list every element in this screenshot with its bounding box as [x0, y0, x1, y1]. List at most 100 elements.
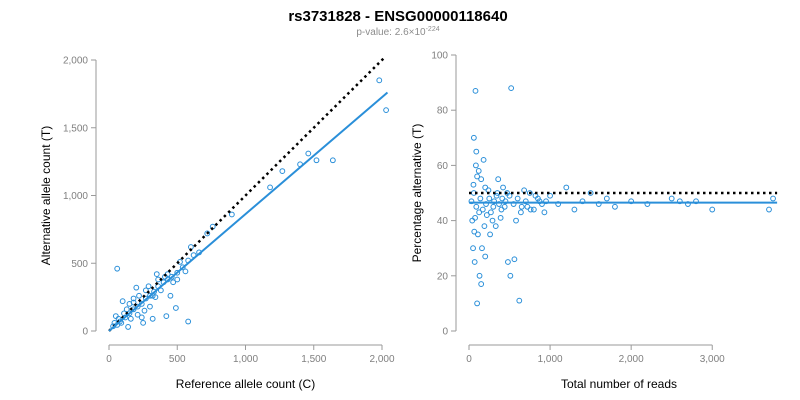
data-point: [153, 271, 160, 277]
data-point: [511, 256, 518, 263]
pvalue-exponent: -224: [426, 26, 440, 33]
data-point: [536, 198, 543, 205]
data-point: [185, 318, 192, 325]
data-point: [676, 198, 683, 205]
data-point: [476, 209, 483, 216]
data-point: [496, 201, 502, 207]
data-point: [628, 198, 635, 205]
data-point: [472, 87, 479, 94]
data-point: [481, 223, 488, 230]
scatter-plot-allele-counts: 0 500 1,000 1,500 2,000 0 500 1,000 1,500 2,000 Re…: [39, 56, 395, 392]
y-tick-label: 20: [437, 271, 449, 282]
data-point: [167, 292, 174, 299]
data-point: [508, 85, 515, 92]
data-point: [174, 276, 181, 283]
data-point: [179, 264, 186, 271]
x-tick-label: 3,000: [700, 354, 725, 365]
data-point: [475, 168, 482, 174]
data-point: [495, 176, 502, 183]
data-point: [477, 195, 484, 202]
data-point: [133, 284, 140, 291]
reference-line: [108, 56, 386, 332]
data-point: [500, 184, 506, 191]
data-point: [487, 209, 494, 216]
y-tick-label: 60: [437, 161, 449, 172]
x-tick-label: 2,000: [619, 354, 644, 365]
data-point: [668, 195, 675, 202]
data-point: [516, 297, 523, 304]
data-point: [483, 212, 490, 218]
data-point: [595, 201, 602, 207]
data-point: [125, 324, 132, 330]
data-point: [644, 201, 651, 207]
data-point: [138, 314, 145, 321]
data-point: [522, 198, 529, 205]
data-point: [603, 195, 610, 202]
data-point: [172, 305, 179, 311]
data-point: [530, 206, 537, 213]
fit-line: [108, 91, 389, 332]
data-point: [693, 198, 699, 205]
data-point: [170, 279, 177, 286]
data-point: [505, 259, 511, 265]
data-point: [112, 313, 119, 319]
data-point: [480, 156, 487, 163]
data-point: [476, 272, 483, 279]
data-point: [470, 181, 477, 188]
data-point: [478, 281, 485, 287]
data-point: [279, 168, 286, 175]
data-point: [587, 190, 594, 196]
data-point: [518, 203, 525, 210]
data-point: [130, 295, 137, 302]
data-point: [145, 283, 152, 290]
y-tick-label: 100: [431, 51, 448, 62]
x-tick-label: 0: [106, 354, 112, 365]
data-point: [136, 292, 142, 299]
data-point: [182, 268, 189, 275]
data-point: [513, 217, 519, 224]
y-tick-label: 2,000: [63, 56, 88, 67]
x-tick-label: 1,500: [301, 354, 326, 365]
x-tick-label: 1,000: [233, 354, 258, 365]
data-point: [127, 315, 134, 322]
data-point: [547, 192, 553, 199]
data-point: [486, 195, 493, 202]
y-axis-label: Alternative allele count (T): [39, 126, 53, 265]
data-point: [473, 148, 480, 155]
data-point: [141, 307, 148, 314]
data-point: [469, 217, 476, 224]
data-point: [471, 259, 478, 265]
data-point: [228, 211, 235, 218]
data-point: [472, 162, 479, 169]
data-point: [152, 294, 159, 301]
data-point: [474, 173, 481, 180]
data-point: [126, 301, 133, 307]
data-point: [473, 203, 480, 210]
data-point: [140, 319, 147, 326]
data-point: [497, 214, 504, 221]
y-axis-label: Percentage alternative (T): [410, 124, 424, 263]
data-point: [468, 198, 475, 205]
data-point: [157, 287, 164, 294]
data-point: [470, 245, 476, 252]
x-tick-label: 500: [169, 354, 186, 365]
data-point: [501, 203, 508, 210]
data-point: [483, 201, 489, 207]
x-axis-label: Total number of reads: [561, 377, 677, 391]
x-tick-label: 1,000: [538, 354, 563, 365]
data-point: [555, 201, 562, 207]
data-point: [527, 206, 534, 213]
data-point: [507, 272, 514, 279]
data-point: [479, 206, 486, 213]
data-point: [510, 201, 517, 207]
x-axis-label: Reference allele count (C): [176, 377, 315, 391]
data-point: [491, 198, 498, 205]
data-point: [489, 217, 496, 224]
data-point: [571, 206, 578, 213]
data-point: [376, 77, 383, 84]
data-point: [123, 306, 130, 313]
y-tick-label: 80: [437, 106, 449, 117]
data-point: [504, 190, 511, 196]
